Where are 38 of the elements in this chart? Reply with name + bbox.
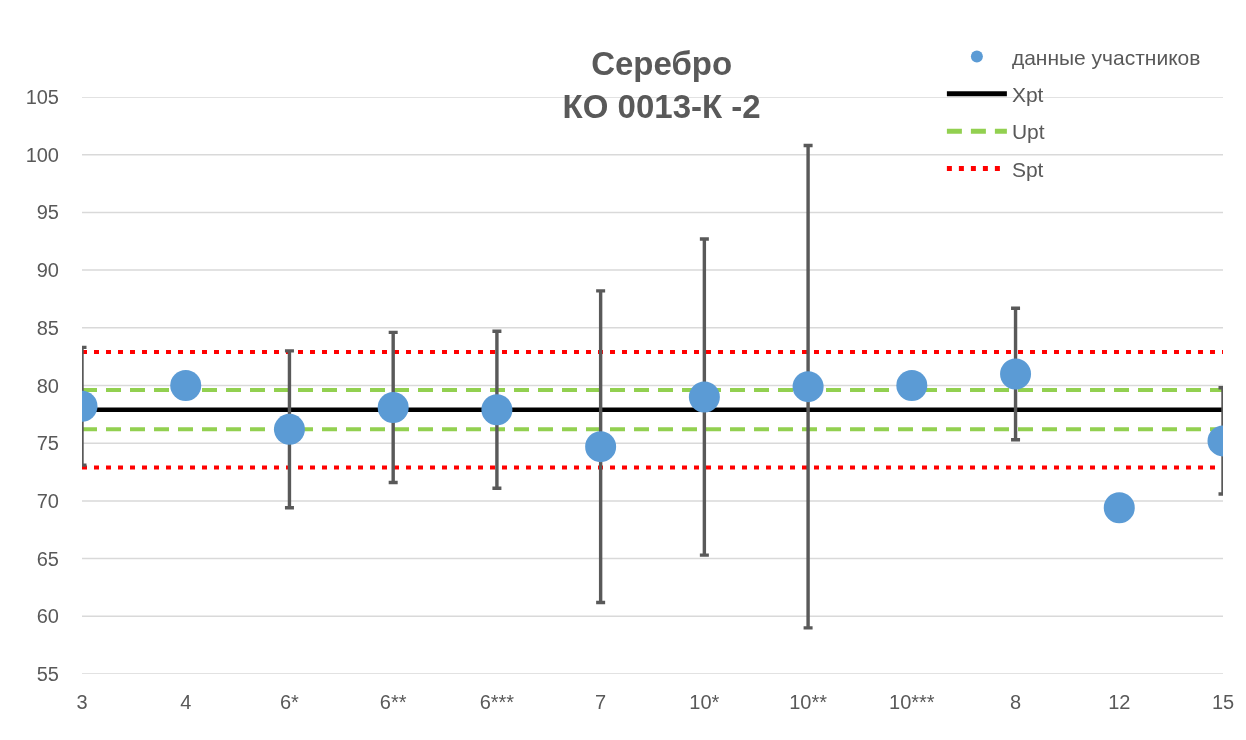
y-tick-label: 100 [25,143,59,166]
y-tick-label: 105 [25,86,59,108]
x-tick-label: 6* [280,691,300,713]
x-tick-label: 3 [76,691,88,713]
point [481,394,513,426]
point [1103,492,1135,524]
point [688,381,720,413]
point [170,370,202,401]
point [792,371,824,403]
x-tick-label: 10** [789,691,828,713]
y-tick-label: 70 [36,489,59,512]
x-tick-label: 4 [180,691,192,713]
x-tick-label: 6** [379,691,407,713]
point [1000,358,1032,390]
x-tick-label: 12 [1108,691,1131,713]
legend-label: Spt [1011,157,1044,181]
x-tick-label: 8 [1009,691,1022,713]
y-tick-label: 85 [36,316,59,339]
legend-label: Upt [1011,120,1045,144]
point [377,391,409,423]
y-tick-label: 55 [36,663,59,685]
point [896,370,928,401]
y-tick-label: 95 [36,201,59,224]
x-tick-label: 10* [689,691,720,713]
y-tick-label: 90 [36,259,59,282]
legend-label: данные участников [1011,45,1201,69]
point [585,431,617,463]
y-tick-label: 75 [36,432,59,455]
legend-label: Xpt [1011,83,1044,107]
x-tick-label: 7 [595,691,607,713]
y-tick-label: 65 [36,547,59,570]
y-tick-label: 60 [36,605,59,628]
x-tick-label: 15 [1211,691,1235,713]
y-tick-label: 80 [36,374,59,397]
point [273,413,305,445]
chart-title: Серебро КО 0013-К -2 [562,44,761,125]
x-tick-label: 6*** [479,691,515,713]
x-tick-label: 10*** [889,691,935,713]
